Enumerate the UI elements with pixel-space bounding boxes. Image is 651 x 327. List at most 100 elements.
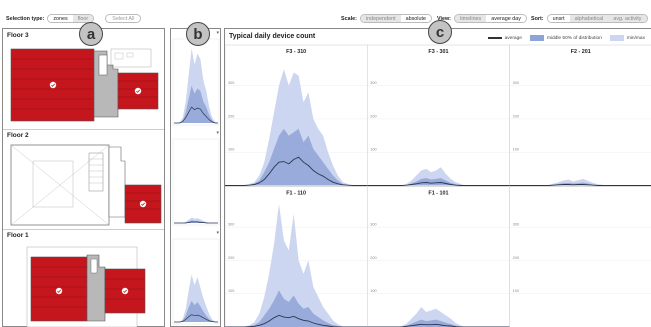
zone-201-check-icon: [139, 200, 147, 208]
floor-2[interactable]: Floor 2: [3, 129, 165, 229]
chart-cell-title: F3 - 301: [428, 49, 448, 55]
scale-label: Scale:: [341, 15, 357, 22]
minmax-band: [367, 307, 510, 327]
middle-band: [225, 290, 368, 327]
zone-110-check-icon: [55, 287, 63, 295]
zone-101-check-icon: [121, 287, 129, 295]
device-count-chart-panel: 100 200 300 F3 - 310 100 200 300 F3 - 301 100 200…: [224, 28, 651, 327]
y-tick-label: 100: [513, 289, 519, 293]
sort-toggle[interactable]: unsrt alphabetical avg. activity: [546, 14, 648, 23]
mini-chart-frame: [172, 138, 220, 226]
view-label: View:: [437, 15, 451, 22]
annotation-badge-b: b: [186, 22, 210, 46]
y-tick-label: 300: [228, 223, 234, 227]
legend-middle-swatch: [529, 35, 544, 41]
floor-3-plan: [10, 48, 159, 122]
mini-chart-floor-1[interactable]: ▾: [171, 229, 221, 327]
average-line: [509, 184, 651, 186]
chart-cell-title: F3 - 310: [286, 49, 306, 55]
mini-middle-band: [174, 300, 218, 322]
y-tick-label: 200: [513, 256, 519, 260]
floor-1-plan: [26, 246, 146, 327]
chart-cell-title: F2 - 201: [571, 49, 591, 55]
mini-minmax-band: [174, 48, 218, 123]
chevron-down-icon[interactable]: ▾: [216, 30, 219, 36]
view-option-timelines[interactable]: timelines: [454, 15, 487, 22]
floor-title: Floor 1: [7, 232, 29, 239]
selection-type-toggle[interactable]: zones floor: [47, 14, 95, 23]
chart-cell-frame: [367, 186, 510, 327]
chart-cell: 100 200 300 F2 - 201: [509, 44, 651, 187]
legend-minmax: min/max: [609, 35, 645, 41]
legend-middle: middle 50% of distribution: [529, 35, 602, 41]
scale-group: Scale: independent absolute: [341, 14, 432, 23]
selection-option-floor[interactable]: floor: [72, 15, 94, 22]
view-option-average-day[interactable]: average day: [486, 15, 526, 22]
middle-band: [225, 128, 368, 186]
average-line: [367, 182, 510, 186]
legend-minmax-swatch: [609, 35, 624, 41]
zone-201[interactable]: [124, 184, 162, 224]
floor-2-plan: [10, 144, 162, 226]
mini-average-line: [174, 314, 218, 323]
average-line: [367, 323, 510, 327]
y-tick-label: 200: [228, 256, 234, 260]
annotation-badge-c: c: [428, 20, 452, 44]
mini-average-line: [174, 106, 218, 124]
scale-option-absolute[interactable]: absolute: [400, 15, 431, 22]
scale-option-independent[interactable]: independent: [360, 15, 401, 22]
y-tick-label: 200: [370, 256, 376, 260]
zone-310-check-icon: [49, 81, 57, 89]
floor-1[interactable]: Floor 1: [3, 229, 165, 327]
selection-type-label: Selection type:: [6, 15, 45, 22]
scale-toggle[interactable]: independent absolute: [359, 14, 432, 23]
legend-minmax-label: min/max: [626, 35, 645, 41]
chart-cell: 100 200 300 F3 - 310: [225, 44, 368, 187]
minmax-band: [509, 178, 651, 186]
chart-cell: 100 200 300: [509, 186, 651, 327]
sort-option-avg-activity[interactable]: avg. activity: [608, 15, 647, 22]
legend-average-swatch: [487, 37, 502, 39]
y-tick-label: 100: [228, 148, 234, 152]
annotation-badge-a: a: [79, 22, 103, 46]
chart-cell-frame: [509, 186, 651, 327]
middle-band: [367, 319, 510, 327]
mini-average-line: [174, 221, 218, 224]
chart-title: Typical daily device count: [229, 33, 316, 40]
minmax-band: [225, 203, 368, 327]
y-tick-label: 100: [370, 148, 376, 152]
y-tick-label: 200: [370, 114, 376, 118]
middle-band: [367, 178, 510, 186]
minmax-band: [225, 68, 368, 186]
chart-cell-frame: [367, 44, 510, 187]
minmax-band: [367, 167, 510, 186]
chevron-down-icon[interactable]: ▾: [216, 230, 219, 236]
y-tick-label: 100: [228, 289, 234, 293]
chart-cell: 100 200 300 F3 - 301: [367, 44, 510, 187]
view-group: View: timelines average day: [437, 14, 527, 23]
y-tick-label: 100: [370, 289, 376, 293]
middle-band: [509, 182, 651, 186]
selection-option-zones[interactable]: zones: [48, 15, 73, 22]
select-all-button[interactable]: Select All: [105, 14, 142, 23]
chart-cell-title: F1 - 101: [428, 191, 448, 197]
floor-3[interactable]: Floor 3: [3, 29, 165, 129]
selection-type-group: Selection type: zones floor Select All: [6, 14, 142, 23]
sort-group: Sort: unsrt alphabetical avg. activity: [531, 14, 648, 23]
floor-title: Floor 3: [7, 32, 29, 39]
y-tick-label: 300: [370, 81, 376, 85]
chart-cell-title: F1 - 110: [286, 191, 306, 197]
view-toggle[interactable]: timelines average day: [453, 14, 527, 23]
y-tick-label: 300: [370, 223, 376, 227]
chart-cell: 100 200 300 F1 - 110: [225, 186, 368, 327]
sort-option-alphabetical[interactable]: alphabetical: [569, 15, 609, 22]
chevron-down-icon[interactable]: ▾: [216, 130, 219, 136]
y-tick-label: 100: [513, 148, 519, 152]
legend-average: average: [487, 36, 522, 41]
floor-mini-charts-panel: ▾ ▾ ▾: [170, 28, 221, 327]
chart-legend: average middle 50% of distribution min/m…: [487, 35, 645, 41]
sort-option-unsrt[interactable]: unsrt: [547, 15, 570, 22]
floor-title: Floor 2: [7, 132, 29, 139]
chart-cell-frame: [509, 44, 651, 187]
mini-chart-floor-2[interactable]: ▾: [171, 129, 221, 229]
